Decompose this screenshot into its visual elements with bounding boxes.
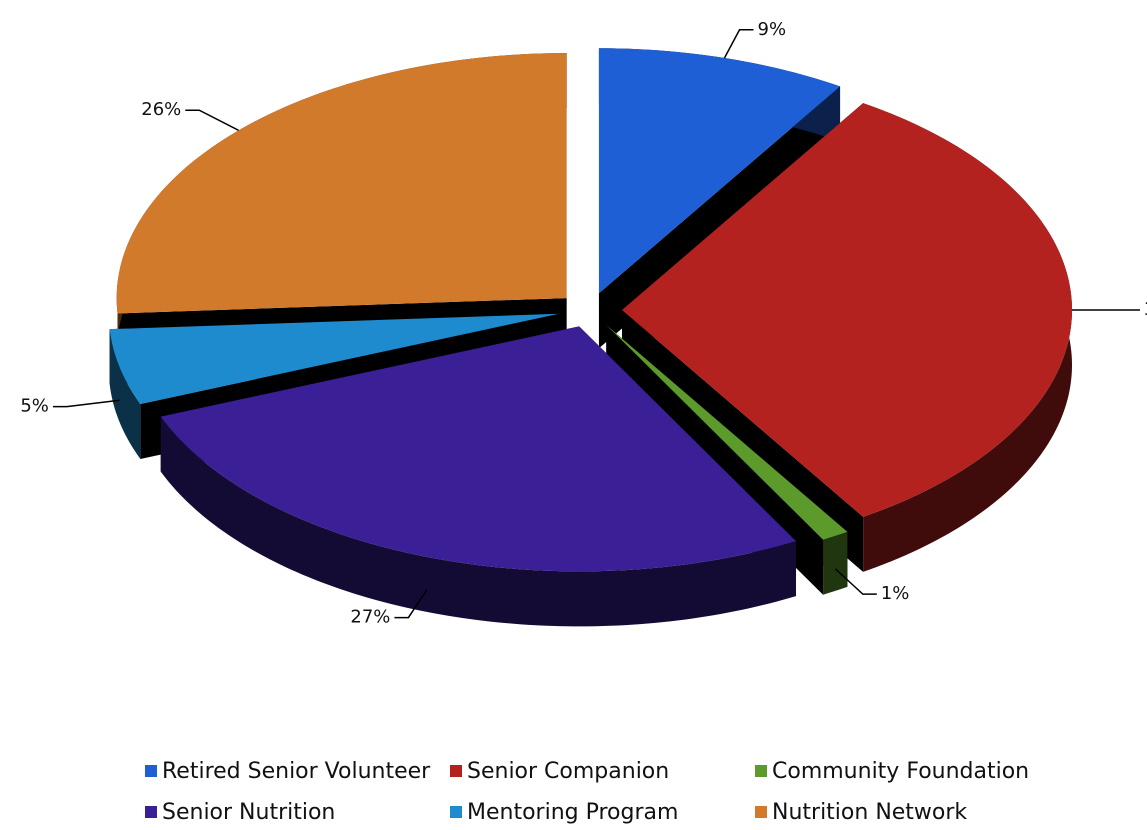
legend-swatch xyxy=(450,806,462,818)
legend-swatch xyxy=(755,765,767,777)
data-label: 9% xyxy=(758,19,787,40)
legend-swatch xyxy=(145,765,157,777)
legend-swatch xyxy=(755,806,767,818)
legend-label: Retired Senior Volunteer xyxy=(162,759,431,784)
slice xyxy=(116,53,567,314)
data-label: 27% xyxy=(350,607,390,628)
slice xyxy=(160,326,796,572)
legend-swatch xyxy=(450,765,462,777)
legend-label: Senior Companion xyxy=(467,759,669,784)
leader-line xyxy=(394,589,428,619)
slice-wall xyxy=(823,531,848,595)
data-label: 5% xyxy=(20,396,49,417)
data-label: 26% xyxy=(141,99,181,120)
leader-line xyxy=(52,399,120,408)
legend-swatch xyxy=(145,806,157,818)
legend-label: Mentoring Program xyxy=(467,800,678,825)
slice-wall xyxy=(109,329,141,459)
leader-line xyxy=(185,109,239,132)
data-label: 1% xyxy=(881,583,910,604)
slice xyxy=(598,48,841,294)
leader-line xyxy=(834,568,877,595)
slice xyxy=(109,313,559,404)
legend-label: Nutrition Network xyxy=(772,800,967,825)
legend-label: Community Foundation xyxy=(772,759,1029,784)
legend-label: Senior Nutrition xyxy=(162,800,335,825)
leader-line xyxy=(723,29,754,59)
data-label: 32% xyxy=(1144,299,1147,320)
slice xyxy=(622,103,1072,517)
slice-wall xyxy=(160,416,796,627)
slice xyxy=(606,324,848,540)
